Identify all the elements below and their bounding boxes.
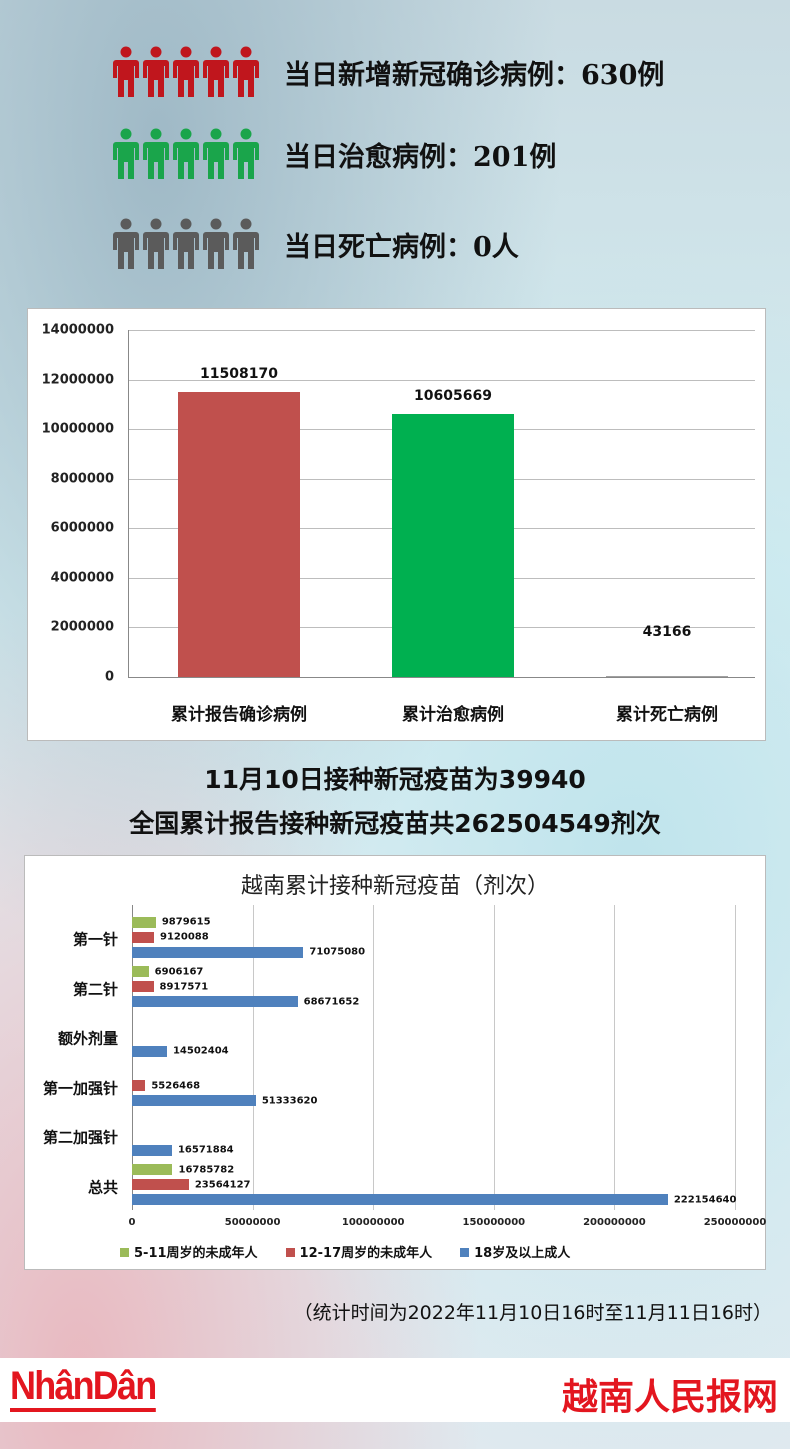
legend-swatch bbox=[120, 1248, 129, 1257]
stat-label: 当日死亡病例：0人 bbox=[284, 231, 519, 263]
bar-value-label: 222154640 bbox=[673, 1194, 737, 1205]
bar-value-label: 68671652 bbox=[303, 996, 360, 1007]
gridline bbox=[373, 905, 375, 1210]
stat-label: 当日治愈病例：201例 bbox=[284, 141, 557, 173]
stat-label: 当日新增新冠确诊病例：630例 bbox=[284, 59, 665, 91]
gridline bbox=[493, 905, 495, 1210]
bar-value-label: 5526468 bbox=[151, 1080, 201, 1091]
bar-1-0 bbox=[132, 966, 149, 977]
gridline bbox=[614, 905, 616, 1210]
category-label: 累计治愈病例 bbox=[402, 705, 504, 725]
bar-1 bbox=[392, 414, 514, 677]
stat-row: 当日治愈病例：201例 bbox=[112, 128, 556, 180]
bar-value-label: 16571884 bbox=[177, 1144, 234, 1156]
person-group-icon bbox=[112, 128, 262, 180]
bar-4-2 bbox=[132, 1144, 172, 1156]
bar-2-2 bbox=[132, 1045, 167, 1057]
headline-line2: 全国累计报告接种新冠疫苗共262504549剂次 bbox=[129, 809, 661, 838]
category-label: 总共 bbox=[87, 1178, 118, 1196]
x-tick-label: 150000000 bbox=[462, 1217, 526, 1228]
bar-value-label: 51333620 bbox=[261, 1095, 318, 1106]
legend-label: 5-11周岁的未成年人 bbox=[134, 1246, 258, 1261]
bar-3-1 bbox=[132, 1080, 146, 1091]
bar-1-2 bbox=[132, 996, 298, 1007]
category-label: 累计死亡病例 bbox=[616, 705, 718, 725]
nhandan-logo[interactable]: NhânDân bbox=[10, 1364, 157, 1412]
bar-value-label: 9120088 bbox=[159, 931, 209, 943]
person-group-icon bbox=[112, 218, 262, 270]
bar-value-label: 43166 bbox=[642, 624, 692, 640]
site-name: 越南人民报网 bbox=[561, 1377, 778, 1418]
stat-row: 当日死亡病例：0人 bbox=[112, 218, 519, 270]
legend-swatch bbox=[285, 1248, 295, 1257]
y-tick-label: 0 bbox=[104, 669, 114, 685]
y-tick-label: 14000000 bbox=[41, 322, 114, 338]
category-label: 额外剂量 bbox=[57, 1029, 118, 1048]
y-tick-label: 4000000 bbox=[50, 570, 114, 586]
category-label: 第二加强针 bbox=[42, 1128, 118, 1147]
x-tick-label: 250000000 bbox=[703, 1217, 767, 1228]
bar-3-2 bbox=[132, 1095, 256, 1106]
y-tick-label: 8000000 bbox=[50, 471, 114, 487]
person-group-icon bbox=[112, 46, 262, 98]
x-tick-label: 50000000 bbox=[224, 1217, 281, 1228]
bar-value-label: 14502404 bbox=[172, 1045, 229, 1057]
legend-label: 12-17周岁的未成年人 bbox=[299, 1246, 433, 1261]
bar-2 bbox=[606, 675, 728, 677]
legend-item: 12-17周岁的未成年人 bbox=[285, 1242, 433, 1261]
x-tick-label: 100000000 bbox=[341, 1217, 405, 1228]
legend-item: 18岁及以上成人 bbox=[460, 1242, 570, 1261]
category-label: 累计报告确诊病例 bbox=[171, 705, 307, 725]
bar-5-2 bbox=[132, 1194, 668, 1205]
legend-swatch bbox=[460, 1248, 470, 1257]
category-label: 第一加强针 bbox=[42, 1079, 118, 1097]
y-axis bbox=[128, 330, 129, 677]
y-tick-label: 2000000 bbox=[50, 619, 114, 635]
headline-line1: 11月10日接种新冠疫苗为39940 bbox=[204, 765, 586, 794]
bar-value-label: 11508170 bbox=[200, 365, 278, 382]
bar-5-1 bbox=[132, 1179, 189, 1190]
legend-item: 5-11周岁的未成年人 bbox=[120, 1242, 258, 1261]
y-tick-label: 10000000 bbox=[41, 421, 114, 437]
category-label: 第一针 bbox=[72, 930, 118, 949]
vaccination-chart-title: 越南累计接种新冠疫苗（剂次） bbox=[240, 874, 549, 899]
bar-5-0 bbox=[132, 1164, 173, 1175]
bar-value-label: 9879615 bbox=[161, 916, 211, 928]
bar-value-label: 16785782 bbox=[178, 1164, 235, 1175]
legend-label: 18岁及以上成人 bbox=[474, 1246, 571, 1261]
bar-value-label: 10605669 bbox=[414, 388, 492, 405]
bar-0 bbox=[178, 391, 300, 677]
footnote: （统计时间为2022年11月10日16时至11月11日16时） bbox=[293, 1302, 772, 1324]
stat-row: 当日新增新冠确诊病例：630例 bbox=[112, 46, 664, 98]
bar-value-label: 6906167 bbox=[154, 966, 204, 977]
gridline bbox=[252, 905, 254, 1210]
gridline bbox=[132, 905, 133, 1210]
category-label: 第二针 bbox=[72, 980, 118, 998]
gridline bbox=[128, 677, 755, 678]
y-tick-label: 12000000 bbox=[41, 372, 114, 388]
y-tick-label: 6000000 bbox=[50, 520, 114, 536]
chart-legend: 5-11周岁的未成年人 12-17周岁的未成年人 18岁及以上成人 bbox=[120, 1242, 570, 1261]
bar-value-label: 23564127 bbox=[194, 1179, 251, 1190]
bar-value-label: 8917571 bbox=[159, 981, 209, 992]
x-tick-label: 200000000 bbox=[583, 1217, 646, 1228]
x-tick-label: 0 bbox=[128, 1217, 136, 1228]
bar-0-0 bbox=[132, 916, 156, 928]
gridline bbox=[735, 905, 736, 1210]
gridline bbox=[128, 379, 755, 381]
bar-1-1 bbox=[132, 981, 154, 992]
bar-0-2 bbox=[132, 946, 304, 958]
gridline bbox=[128, 330, 755, 331]
bar-0-1 bbox=[132, 931, 154, 943]
bar-value-label: 71075080 bbox=[309, 946, 366, 958]
